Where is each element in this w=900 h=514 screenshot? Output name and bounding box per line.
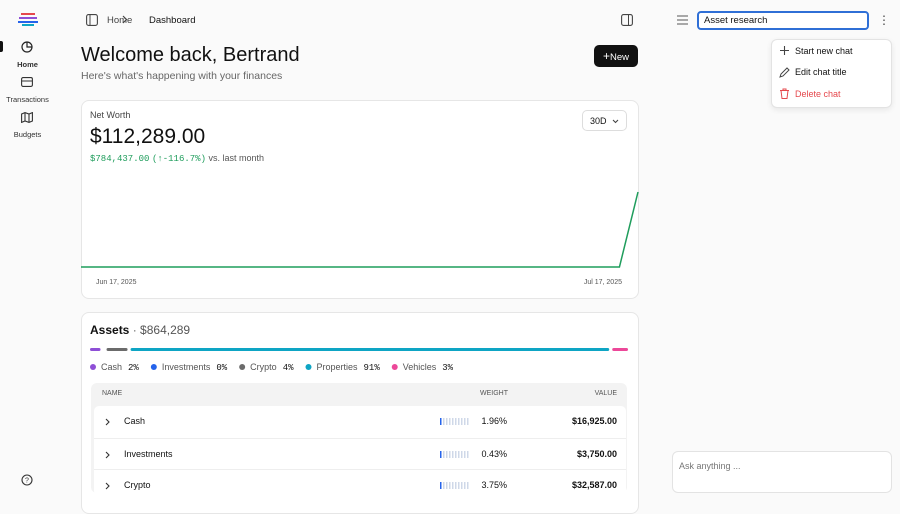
change-amount: $784,437.00: [90, 154, 150, 164]
plus-icon: +: [602, 49, 610, 63]
legend-percent: 4%: [283, 363, 294, 373]
asset-value: $3,750.00: [576, 448, 617, 459]
legend-label: Investments: [162, 362, 211, 372]
expand-chevron[interactable]: [105, 482, 110, 490]
legend-label: Properties: [317, 362, 359, 372]
net-worth-line: [81, 191, 639, 268]
separator: ·: [132, 323, 137, 337]
home-icon[interactable]: [21, 41, 33, 53]
pencil-icon: [779, 67, 790, 78]
active-indicator: [0, 41, 3, 52]
assets-total: $864,289: [140, 323, 191, 337]
net-worth-label: Net Worth: [90, 110, 131, 120]
allocation-chart: Cash 2% Investments 0% Crypto 4% Properties 91%…: [90, 348, 628, 373]
col-name: NAME: [102, 390, 123, 397]
asset-name: Crypto: [124, 480, 151, 490]
period-select[interactable]: 30D: [582, 110, 627, 131]
chat-input[interactable]: [672, 451, 892, 493]
assets-title: Assets: [90, 323, 130, 337]
nav-home[interactable]: Home: [17, 60, 38, 69]
assets-heading: Assets · $864,289: [90, 323, 190, 337]
chat-title-input[interactable]: Asset research: [697, 11, 869, 30]
breadcrumb-chevron: [122, 15, 128, 24]
legend-label: Cash: [101, 362, 122, 372]
nav-budgets[interactable]: Budgets: [13, 130, 42, 139]
net-worth-chart: Jun 17, 2025 Jul 17, 2025: [81, 191, 639, 286]
chat-menu: [771, 39, 892, 108]
plus-icon: [780, 46, 789, 55]
legend-percent: 2%: [128, 363, 139, 373]
asset-weight: 0.43%: [481, 448, 507, 459]
period-label: 30D: [590, 116, 607, 126]
net-worth-value: $112,289.00: [90, 125, 206, 148]
chevron-down: [612, 119, 619, 124]
sidebar-toggle[interactable]: [86, 14, 98, 26]
transactions-icon[interactable]: [21, 77, 33, 87]
panel-toggle[interactable]: [621, 14, 633, 26]
breadcrumb-current: Dashboard: [149, 15, 196, 26]
legend-dot: [90, 364, 96, 370]
legend-dot: [391, 364, 398, 370]
chat-placeholder: Ask anything ...: [679, 461, 741, 471]
more-button[interactable]: ⋮: [878, 13, 890, 27]
help-icon[interactable]: ?: [21, 474, 33, 486]
x-tick-label: Jun 17, 2025: [96, 279, 137, 286]
asset-row[interactable]: Crypto 3.75% $32,587.00: [94, 469, 626, 501]
new-button[interactable]: +New: [594, 45, 638, 67]
asset-name: Cash: [124, 416, 146, 426]
allocation-segment: [90, 348, 101, 351]
weight-bar: [440, 482, 469, 489]
legend-dot: [305, 364, 312, 370]
menu-start-chat[interactable]: Start new chat: [795, 46, 853, 56]
menu-edit-title[interactable]: Edit chat title: [795, 67, 847, 77]
col-weight: WEIGHT: [480, 390, 508, 397]
weight-bar: [440, 418, 469, 425]
asset-weight: 1.96%: [481, 416, 507, 426]
asset-row[interactable]: Cash 1.96% $16,925.00: [94, 406, 626, 437]
table-body: [94, 406, 626, 496]
change-comparison: vs. last month: [208, 153, 265, 163]
nav-transactions[interactable]: Transactions: [6, 95, 49, 104]
x-tick-label: Jul 17, 2025: [584, 279, 622, 286]
asset-value: $16,925.00: [571, 416, 617, 426]
page: Home Transactions Budgets ? Home Dashboa…: [0, 11, 892, 514]
legend-label: Vehicles: [403, 362, 437, 372]
new-button-label: New: [610, 52, 630, 63]
menu-delete-chat[interactable]: Delete chat: [795, 89, 841, 99]
menu-icon[interactable]: [677, 15, 688, 25]
legend-dot: [150, 364, 157, 370]
change-percent-value: -116.7%: [162, 154, 201, 164]
net-worth-change-line: $784,437.00 (↑-116.7%) vs. last month: [90, 153, 264, 164]
legend-percent: 0%: [216, 363, 227, 373]
svg-text:?: ?: [25, 478, 29, 485]
legend-dot: [239, 364, 246, 370]
net-worth-card: [81, 100, 639, 299]
col-value: VALUE: [594, 390, 617, 397]
expand-chevron[interactable]: [105, 418, 110, 426]
allocation-segment: [106, 348, 128, 351]
legend-percent: 3%: [442, 363, 453, 373]
page-subtitle: Here's what's happening with your financ…: [81, 70, 283, 82]
breadcrumb-home[interactable]: Home: [107, 15, 133, 26]
change-percent: (↑-116.7%): [151, 154, 206, 164]
asset-weight: 3.75%: [481, 480, 507, 490]
weight-bar: [440, 450, 469, 458]
logo: [18, 13, 38, 26]
asset-row[interactable]: Investments 0.43% $3,750.00: [94, 437, 626, 470]
asset-value: $32,587.00: [571, 480, 617, 490]
budgets-icon[interactable]: [21, 112, 33, 123]
expand-chevron[interactable]: [105, 451, 110, 459]
legend-label: Crypto: [250, 362, 277, 372]
trash-icon: [780, 88, 789, 99]
allocation-segment: [612, 348, 628, 351]
asset-name: Investments: [124, 448, 173, 459]
legend-percent: 91%: [364, 363, 381, 373]
page-title: Welcome back, Bertrand: [81, 44, 300, 66]
allocation-segment: [130, 348, 610, 351]
